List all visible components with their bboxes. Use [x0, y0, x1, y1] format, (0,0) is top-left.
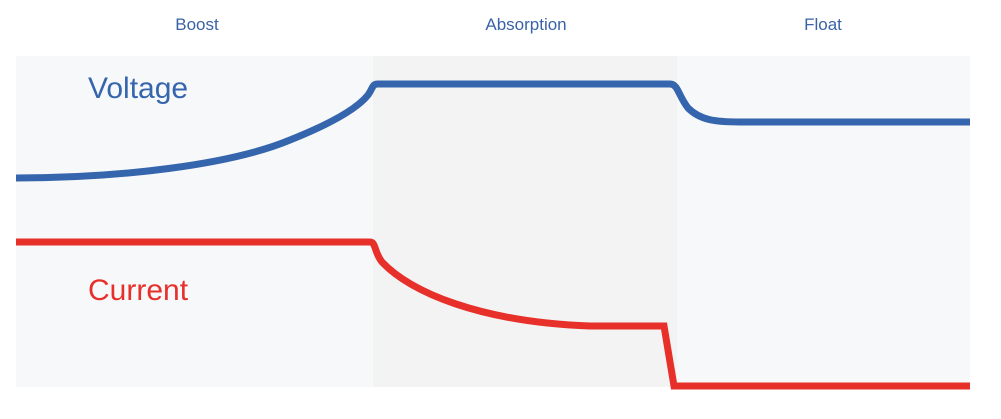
current-curve: [16, 238, 970, 390]
current-label: Current: [88, 274, 189, 307]
stage-label-absorption: Absorption: [485, 15, 566, 34]
stage-label-float: Float: [804, 15, 842, 34]
voltage-label: Voltage: [88, 72, 188, 105]
absorption-region: [373, 56, 677, 387]
float-region: [677, 56, 970, 387]
stage-label-boost: Boost: [175, 15, 219, 34]
boost-region: [16, 56, 373, 387]
voltage-curve: [15, 80, 970, 182]
